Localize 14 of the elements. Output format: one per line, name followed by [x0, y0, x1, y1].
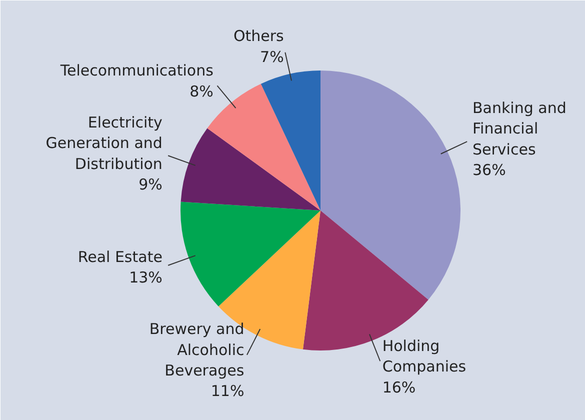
- data-label: 16%: [382, 378, 416, 396]
- data-label: 9%: [138, 176, 162, 194]
- slice-label: Telecommunications: [59, 62, 214, 80]
- slice-label: Electricity Generation and Distribution: [46, 114, 163, 173]
- slice-label: Holding Companies: [382, 337, 466, 376]
- slice-label: Real Estate: [78, 248, 162, 266]
- slice-label: Others: [233, 27, 284, 46]
- data-label: 11%: [210, 382, 244, 400]
- data-label: 36%: [472, 161, 506, 180]
- data-label: 7%: [260, 48, 284, 66]
- slice-label: Banking and Financial Services: [472, 98, 566, 158]
- slice-label: Brewery and Alcoholic Beverages: [149, 320, 244, 380]
- data-label: 13%: [129, 268, 162, 287]
- data-label: 8%: [190, 82, 214, 100]
